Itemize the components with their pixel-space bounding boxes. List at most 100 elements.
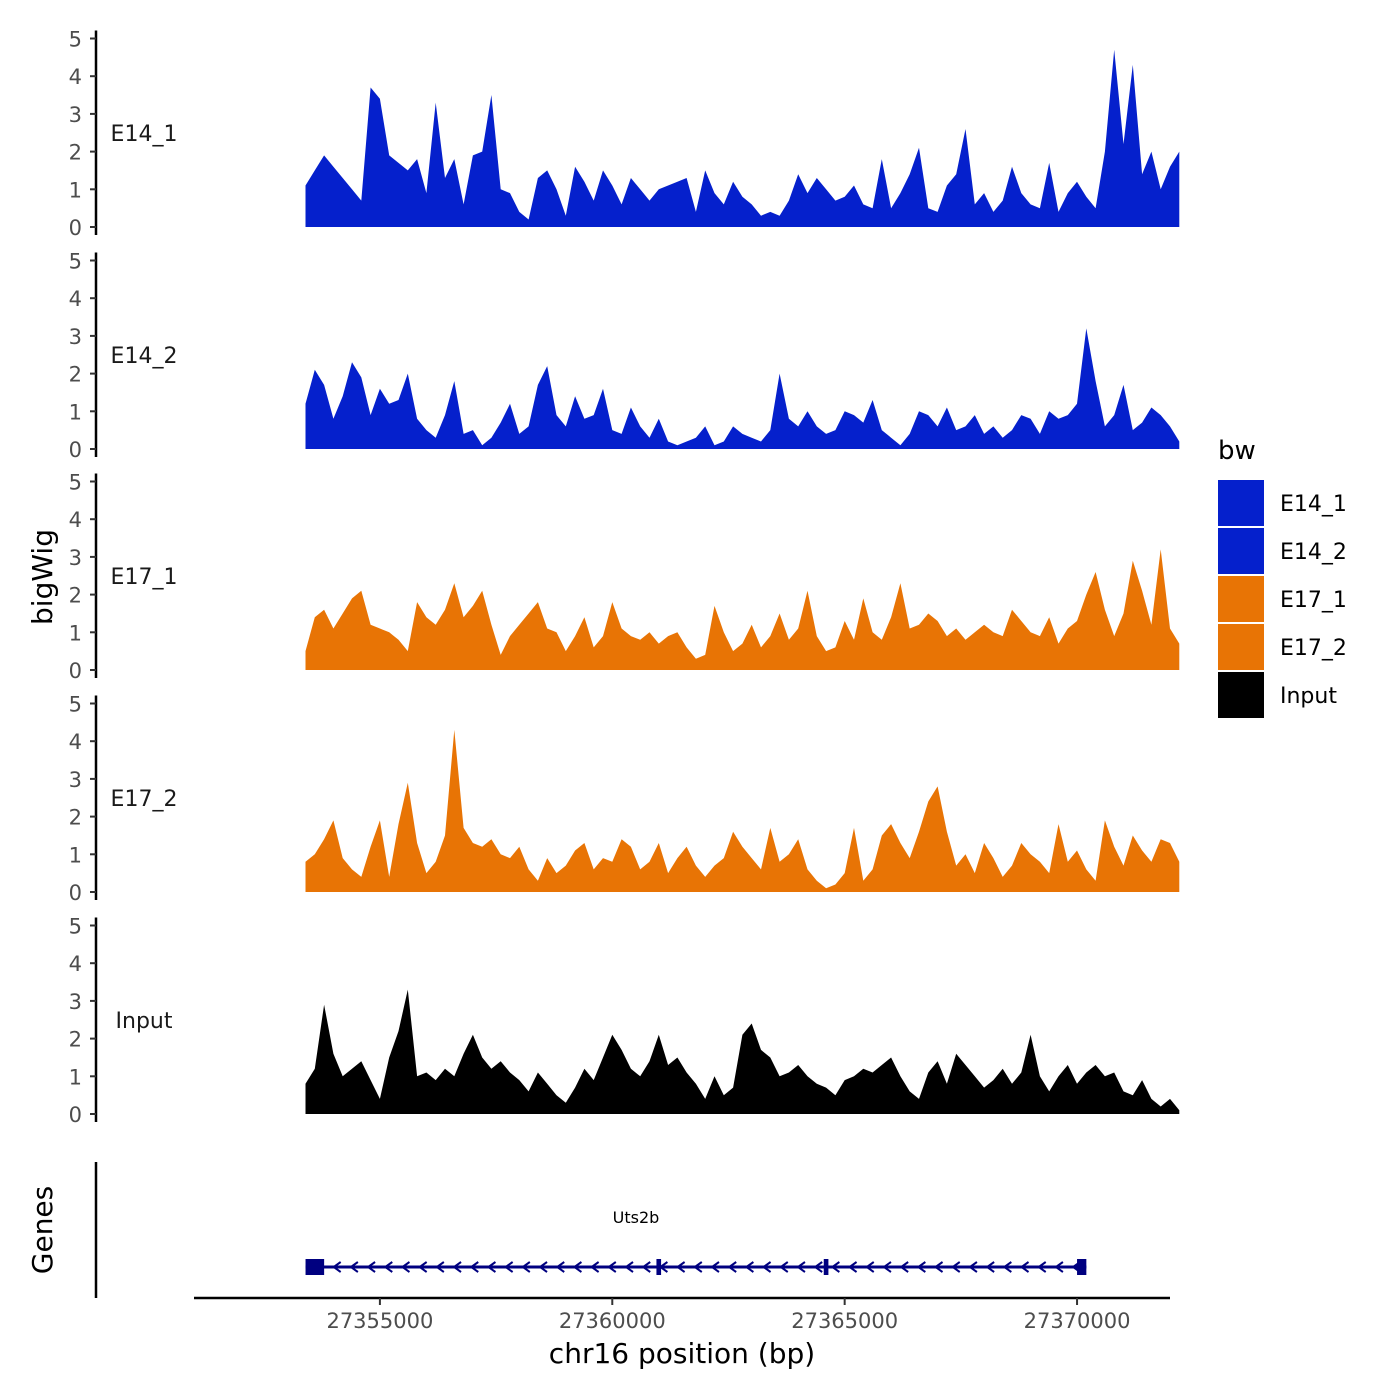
legend-item-Input: Input xyxy=(1218,672,1337,718)
strand-arrow xyxy=(761,1261,772,1273)
strand-arrow xyxy=(916,1261,926,1273)
gene-exon xyxy=(1077,1259,1087,1275)
gene-exon xyxy=(656,1259,662,1275)
y-tick-label: 5 xyxy=(69,471,82,495)
strand-arrow xyxy=(469,1261,479,1273)
legend-swatch xyxy=(1218,576,1264,622)
strand-arrow xyxy=(882,1261,892,1273)
track-label: E17_2 xyxy=(111,787,178,812)
area-E14_1 xyxy=(305,49,1180,227)
y-tick-label: 4 xyxy=(69,730,82,754)
strand-arrow xyxy=(538,1261,548,1273)
legend-swatch xyxy=(1218,672,1264,718)
strand-arrow xyxy=(1019,1261,1030,1273)
strand-arrow xyxy=(383,1261,393,1273)
y-tick-label: 0 xyxy=(69,216,82,240)
strand-arrow xyxy=(899,1261,909,1273)
legend-swatch xyxy=(1218,480,1264,526)
y-tick-label: 0 xyxy=(69,659,82,683)
track-E14_2: 0 1 2 3 4 5 E14_2 xyxy=(69,250,1180,462)
track-E14_1: 0 1 2 3 4 5 E14_1 xyxy=(69,28,1180,240)
x-axis-title: chr16 position (bp) xyxy=(549,1337,815,1370)
strand-arrow xyxy=(607,1261,617,1273)
gene-exon xyxy=(823,1259,829,1275)
x-tick-label: 27360000 xyxy=(559,1309,666,1333)
legend-item-E17_1: E17_1 xyxy=(1218,576,1347,622)
y-tick-label: 3 xyxy=(69,103,82,127)
y-tick-label: 4 xyxy=(69,508,82,532)
strand-arrow xyxy=(727,1261,737,1273)
track-label: E14_1 xyxy=(111,122,178,147)
legend-item-E17_2: E17_2 xyxy=(1218,624,1347,670)
strand-arrow xyxy=(847,1261,858,1273)
strand-arrow xyxy=(1054,1261,1064,1273)
y-tick-label: 3 xyxy=(69,546,82,570)
gene-body xyxy=(305,1259,1087,1275)
legend: bw E14_1 E14_2 E17_1 E17_2 Input xyxy=(1218,436,1347,718)
y-tick-label: 2 xyxy=(69,141,82,165)
y-tick-label: 5 xyxy=(69,693,82,717)
strand-arrow xyxy=(796,1261,806,1273)
strand-arrow xyxy=(933,1261,944,1273)
strand-arrow xyxy=(951,1261,961,1273)
track-label: Input xyxy=(116,1009,173,1034)
y-tick-label: 2 xyxy=(69,1028,82,1052)
gene-track-title: Genes xyxy=(26,1186,59,1274)
strand-arrow xyxy=(331,1261,342,1273)
y-tick-label: 5 xyxy=(69,28,82,52)
y-axis-title: bigWig xyxy=(26,529,59,625)
y-tick-label: 2 xyxy=(69,584,82,608)
strand-arrow xyxy=(349,1261,359,1273)
legend-swatch xyxy=(1218,624,1264,670)
legend-label: Input xyxy=(1280,684,1337,709)
strand-arrow xyxy=(985,1261,995,1273)
y-tick-label: 1 xyxy=(69,621,82,645)
track-label: E14_2 xyxy=(111,344,178,369)
strand-arrow xyxy=(675,1261,686,1273)
strand-arrow xyxy=(555,1261,565,1273)
strand-arrow xyxy=(813,1261,823,1273)
y-tick-label: 4 xyxy=(69,287,82,311)
y-tick-label: 3 xyxy=(69,990,82,1014)
strand-arrow xyxy=(624,1261,634,1273)
y-tick-label: 3 xyxy=(69,768,82,792)
legend-items: E14_1 E14_2 E17_1 E17_2 Input xyxy=(1218,480,1347,718)
strand-arrow xyxy=(830,1261,840,1273)
y-tick-label: 5 xyxy=(69,250,82,274)
legend-label: E14_1 xyxy=(1280,492,1347,517)
strand-arrow xyxy=(710,1261,720,1273)
strand-arrow xyxy=(435,1261,445,1273)
x-axis: 27355000 27360000 27365000 27370000 chr16 p… xyxy=(194,1296,1170,1370)
strand-arrow xyxy=(589,1261,600,1273)
strand-arrow xyxy=(417,1261,428,1273)
strand-arrow xyxy=(693,1261,703,1273)
track-label: E17_1 xyxy=(111,565,178,590)
track-E17_1: 0 1 2 3 4 5 E17_1 xyxy=(69,471,1180,683)
y-tick-label: 2 xyxy=(69,806,82,830)
strand-arrow xyxy=(1002,1261,1012,1273)
x-tick-label: 27370000 xyxy=(1024,1309,1131,1333)
legend-label: E17_1 xyxy=(1280,588,1347,613)
gene-name-label: Uts2b xyxy=(613,1208,660,1227)
area-E17_2 xyxy=(305,729,1180,892)
gene-exon xyxy=(305,1259,325,1275)
legend-label: E14_2 xyxy=(1280,540,1347,565)
strand-arrow xyxy=(503,1261,514,1273)
strand-arrow xyxy=(486,1261,497,1273)
y-tick-label: 0 xyxy=(69,438,82,462)
strand-arrow xyxy=(1037,1261,1047,1273)
y-tick-label: 1 xyxy=(69,1065,82,1089)
y-tick-label: 1 xyxy=(69,178,82,202)
area-E14_2 xyxy=(305,328,1180,449)
strand-arrow xyxy=(572,1261,583,1273)
area-Input xyxy=(305,989,1180,1114)
strand-arrow xyxy=(521,1261,531,1273)
x-ticks: 27355000 27360000 27365000 27370000 xyxy=(326,1298,1130,1333)
legend-label: E17_2 xyxy=(1280,636,1347,661)
strand-arrow xyxy=(968,1261,978,1273)
y-tick-label: 4 xyxy=(69,65,82,89)
strand-arrow xyxy=(452,1261,462,1273)
area-E17_1 xyxy=(305,549,1180,670)
legend-title: bw xyxy=(1218,436,1256,466)
